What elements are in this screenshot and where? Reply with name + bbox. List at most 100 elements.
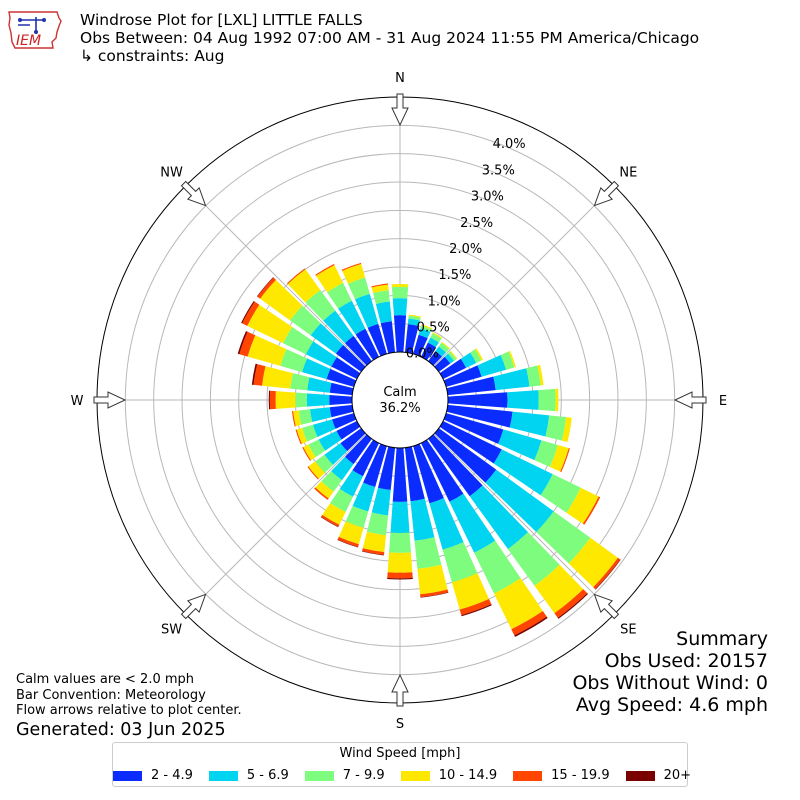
summary-panel: Summary Obs Used: 20157 Obs Without Wind… bbox=[572, 628, 768, 716]
flow-arrow bbox=[180, 593, 207, 620]
legend-title: Wind Speed [mph] bbox=[339, 746, 461, 761]
windrose-bar-segment bbox=[387, 552, 413, 573]
notes-panel: Calm values are < 2.0 mph Bar Convention… bbox=[16, 672, 242, 741]
direction-label: N bbox=[395, 71, 405, 86]
windrose-bar-segment bbox=[326, 368, 357, 387]
windrose-bar-segment bbox=[295, 429, 302, 445]
windrose-bar-segment bbox=[493, 578, 543, 630]
windrose-bar-segment bbox=[262, 366, 293, 389]
flow-arrow-shape bbox=[93, 391, 127, 409]
windrose-bar-segment bbox=[315, 264, 335, 276]
windrose-bar-segment bbox=[393, 315, 407, 353]
windrose-bar-segment bbox=[302, 358, 331, 380]
windrose-bar-segment bbox=[418, 328, 431, 339]
windrose-bar-segment bbox=[302, 446, 311, 461]
windrose-bar-segment bbox=[447, 351, 457, 361]
windrose-bar-segment bbox=[305, 289, 336, 321]
windrose-bar-segment bbox=[509, 411, 550, 437]
chart-title: Windrose Plot for [LXL] LITTLE FALLS Obs… bbox=[80, 11, 699, 65]
windrose-bar-segment bbox=[296, 427, 308, 444]
bar-convention-note: Bar Convention: Meteorology bbox=[16, 687, 206, 703]
windrose-bar-segment bbox=[307, 377, 332, 393]
flow-arrow bbox=[391, 93, 409, 127]
windrose-bar-segment bbox=[407, 318, 420, 326]
windrose-bar-segment bbox=[331, 456, 354, 481]
radial-tick-label: 4.0% bbox=[493, 137, 526, 152]
windrose-bar-segment bbox=[389, 532, 411, 553]
radial-tick-label: 2.0% bbox=[449, 242, 482, 257]
windrose-bar-segment bbox=[337, 539, 359, 548]
windrose-bar-segment bbox=[367, 323, 387, 357]
windrose-bar-segment bbox=[498, 429, 542, 461]
windrose-bar-segment bbox=[286, 268, 306, 285]
flow-arrow bbox=[593, 180, 620, 207]
windrose-bar-segment bbox=[320, 516, 339, 528]
windrose-bar-segment bbox=[318, 430, 342, 451]
windrose-bar-segment bbox=[404, 446, 425, 502]
calm-note: Calm values are < 2.0 mph bbox=[16, 672, 195, 687]
windrose-bar-segment bbox=[309, 407, 332, 423]
windrose-bar-segment bbox=[332, 413, 357, 429]
windrose-bar-segment bbox=[344, 434, 372, 465]
legend-swatch bbox=[112, 770, 142, 781]
legend-items: 2 - 4.9 5 - 6.9 7 - 9.9 10 - 14.9 15 - 19.9 2… bbox=[112, 768, 691, 783]
windrose-bars bbox=[237, 262, 621, 637]
title-line-1: Windrose Plot for [LXL] LITTLE FALLS bbox=[80, 11, 363, 29]
windrose-bar-segment bbox=[329, 382, 354, 396]
windrose-bar-segment bbox=[534, 440, 558, 468]
windrose-bar-segment bbox=[323, 310, 354, 344]
legend-entry: 15 - 19.9 bbox=[513, 768, 610, 783]
windrose-bar-segment bbox=[390, 501, 410, 534]
windrose-bar-segment bbox=[391, 284, 409, 288]
windrose-bar-segment bbox=[507, 532, 560, 586]
windrose-bar-segment bbox=[338, 521, 364, 545]
legend-swatch bbox=[513, 770, 543, 781]
windrose-bar-segment bbox=[432, 332, 443, 339]
calm-circle: Calm 36.2% bbox=[351, 351, 449, 449]
windrose-bar-segment bbox=[375, 301, 392, 324]
windrose-bar-segment bbox=[269, 390, 276, 410]
windrose-bar-segment bbox=[340, 428, 366, 452]
windrose-bar-segment bbox=[315, 481, 334, 499]
legend-swatch bbox=[400, 770, 430, 781]
grid-spoke bbox=[185, 185, 367, 367]
windrose-bar-segment bbox=[420, 592, 449, 598]
windrose-bar-segment bbox=[320, 514, 340, 527]
windrose-bar-segment bbox=[308, 461, 325, 479]
windrose-bar-segment bbox=[545, 415, 567, 441]
windrose-bar-segment bbox=[247, 335, 287, 366]
windrose-bar-segment bbox=[373, 290, 390, 304]
windrose-bar-segment bbox=[427, 337, 439, 348]
windrose-bar-segment bbox=[348, 277, 370, 300]
windrose-bar-segment bbox=[443, 413, 504, 444]
windrose-bar-segment bbox=[289, 305, 321, 336]
flow-arrow bbox=[673, 391, 707, 409]
legend-label: 20+ bbox=[663, 768, 692, 783]
flow-arrow bbox=[391, 673, 409, 707]
windrose-bar-segment bbox=[439, 420, 502, 464]
direction-label: W bbox=[71, 394, 84, 409]
radial-tick-label: 3.0% bbox=[471, 190, 504, 205]
windrose-bar-segment bbox=[428, 351, 443, 366]
windrose-bar-segment bbox=[251, 363, 258, 385]
windrose-bar-segment bbox=[330, 489, 354, 512]
windrose-bar-segment bbox=[293, 410, 302, 427]
windrose-bar-segment bbox=[321, 471, 342, 492]
windrose-bar-segment bbox=[363, 443, 387, 488]
windrose-bar-segment bbox=[362, 548, 385, 555]
windrose-bar-segment bbox=[342, 263, 366, 284]
radial-tick-label: 1.0% bbox=[428, 294, 461, 309]
windrose-bar-segment bbox=[352, 482, 376, 512]
windrose-bar-segment bbox=[290, 373, 310, 391]
windrose-bar-segment bbox=[507, 390, 539, 410]
grid-spoke bbox=[185, 433, 367, 615]
windrose-bar-segment bbox=[493, 368, 530, 391]
windrose-bar-segment bbox=[337, 536, 359, 547]
windrose-bar-segment bbox=[460, 352, 477, 368]
windrose-bar-segment bbox=[459, 599, 492, 616]
windrose-bar-segment bbox=[371, 487, 391, 516]
radial-tick-label: 2.5% bbox=[460, 216, 493, 231]
windrose-bar-segment bbox=[435, 346, 447, 357]
windrose-bar-segment bbox=[434, 356, 451, 372]
windrose-bar-segment bbox=[449, 350, 458, 360]
